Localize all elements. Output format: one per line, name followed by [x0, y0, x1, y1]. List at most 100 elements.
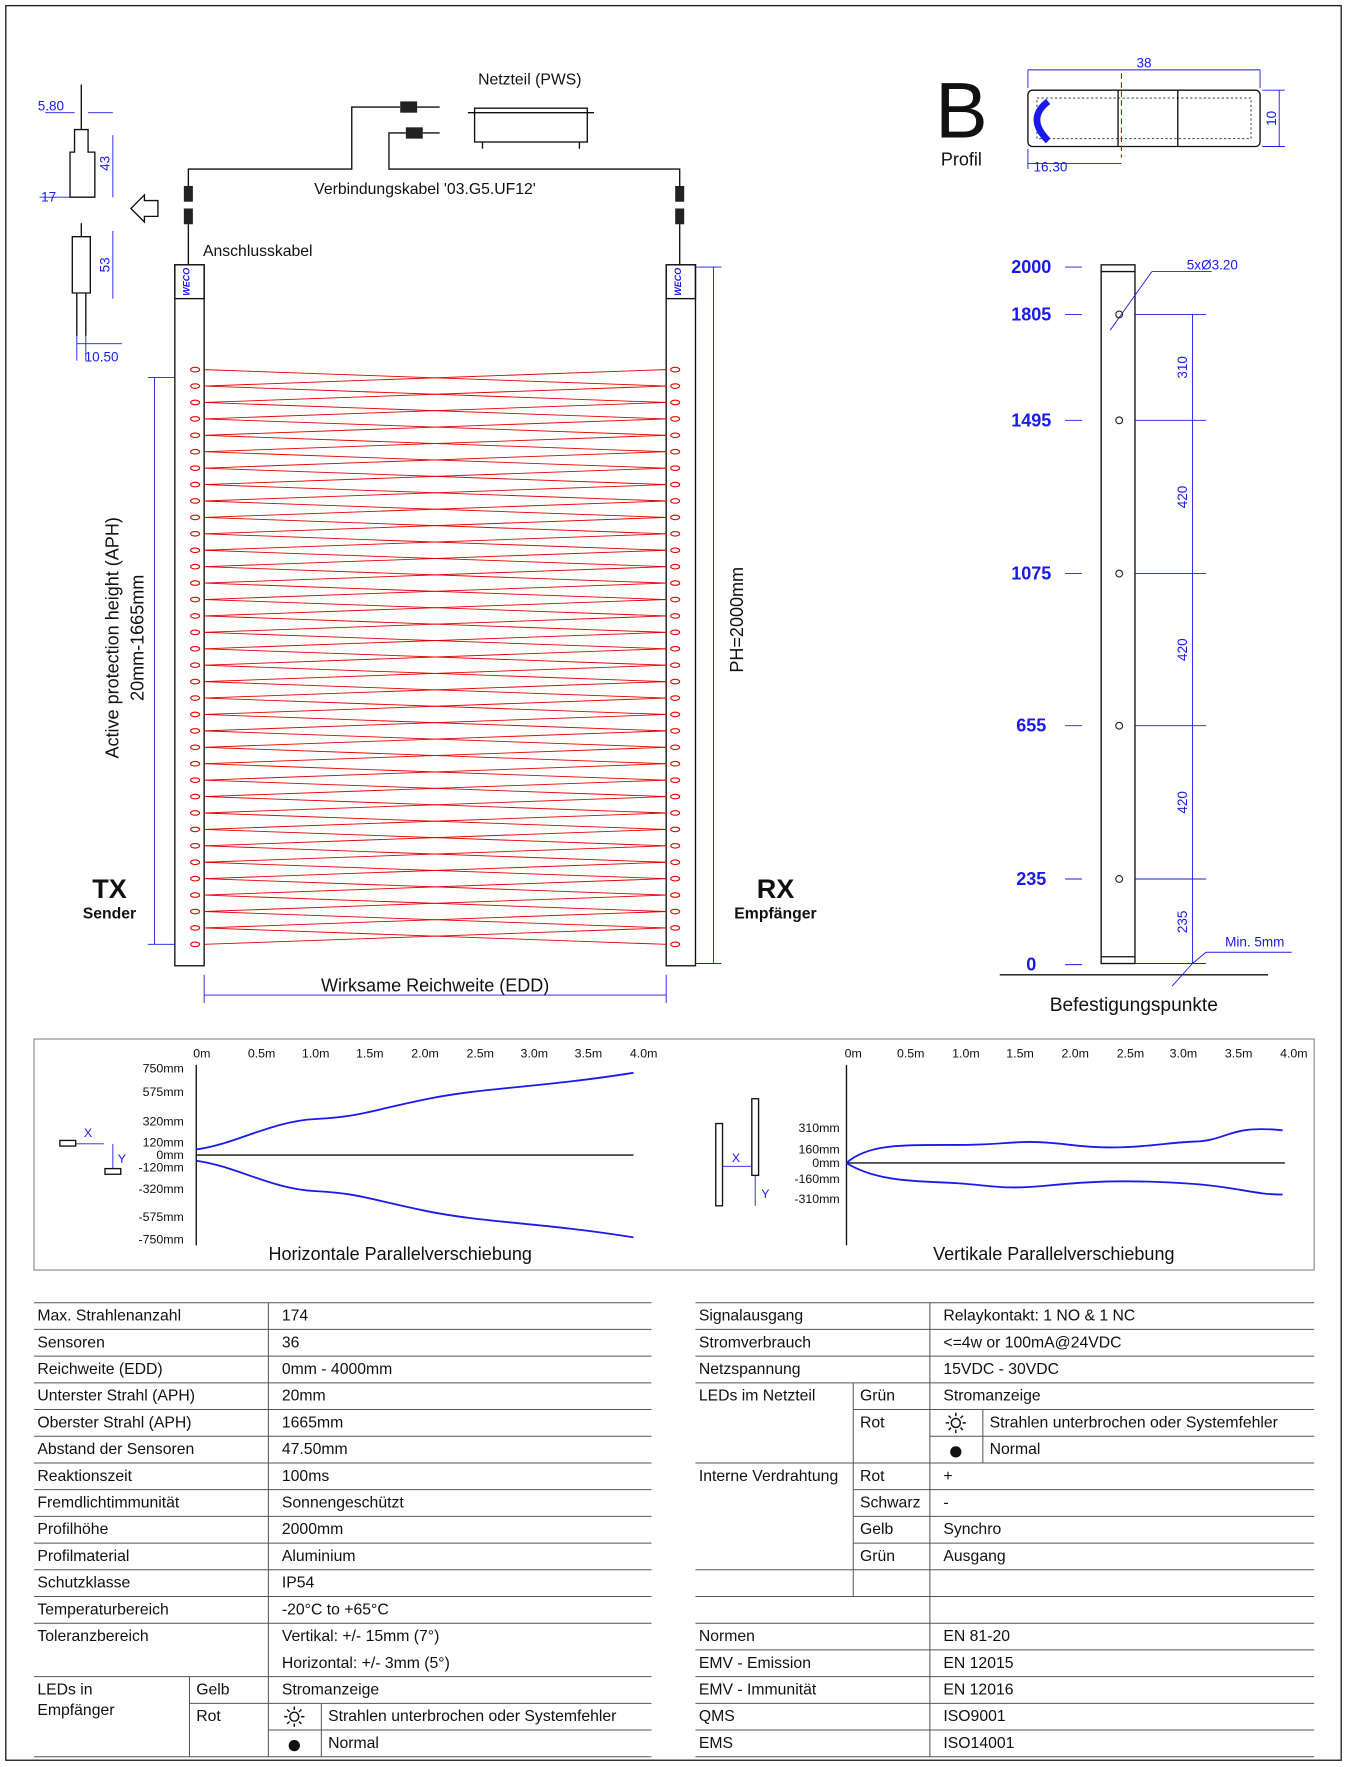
- cell-text: EMV - Emission: [699, 1655, 811, 1672]
- cell-text: Grün: [860, 1388, 895, 1405]
- mounting-title: Befestigungspunkte: [1050, 995, 1218, 1016]
- cell-text: Profilhöhe: [37, 1521, 108, 1538]
- height-label: 655: [1016, 716, 1046, 736]
- dim-label: 10.50: [85, 350, 119, 365]
- x-tick-label: 1.0m: [302, 1047, 330, 1061]
- led: [190, 629, 201, 636]
- led: [670, 383, 681, 389]
- dim-label: 38: [1136, 56, 1151, 71]
- led: [190, 416, 201, 422]
- cell-text: Schwarz: [860, 1495, 921, 1512]
- beam: [204, 467, 667, 486]
- cables: [187, 224, 681, 265]
- hole: [1115, 875, 1124, 883]
- cell-text: IP54: [282, 1575, 315, 1592]
- dim-label: 43: [97, 156, 112, 171]
- cell-text: 15VDC - 30VDC: [943, 1361, 1059, 1378]
- y-tick-label: -120mm: [138, 1160, 183, 1174]
- chart-lines: [59, 1139, 77, 1147]
- led: [670, 695, 681, 701]
- chart-lines: [75, 1143, 114, 1169]
- holes-label: 5xØ3.20: [1187, 257, 1238, 272]
- cell-text: <=4w or 100mA@24VDC: [943, 1334, 1121, 1351]
- cell-text: -: [943, 1495, 948, 1512]
- beam: [204, 648, 667, 666]
- beam: [204, 828, 667, 847]
- led: [190, 514, 201, 521]
- led: [670, 826, 681, 833]
- beam: [204, 779, 667, 798]
- cell-text: Stromanzeige: [943, 1388, 1041, 1405]
- spacing-label: 420: [1175, 638, 1190, 661]
- beam: [204, 697, 667, 715]
- led: [670, 908, 681, 915]
- led: [670, 498, 681, 504]
- mounting-drawing: [1109, 271, 1292, 987]
- light-curtain: [147, 264, 722, 1003]
- connector-sketch: [39, 112, 122, 361]
- x-tick-label: 4.0m: [630, 1047, 658, 1061]
- led: [190, 596, 201, 603]
- cell-text: Max. Strahlenanzahl: [37, 1308, 181, 1325]
- cell-text: EN 12015: [943, 1655, 1013, 1672]
- led: [670, 793, 681, 800]
- cables: [467, 112, 595, 149]
- cell-text: Reichweite (EDD): [37, 1361, 162, 1378]
- connector-sketch: [39, 84, 159, 361]
- led: [670, 760, 681, 767]
- cell-text: Horizontal: +/- 3mm (5°): [282, 1655, 450, 1672]
- led: [670, 416, 681, 422]
- beam: [204, 927, 667, 945]
- cell-text: Normen: [699, 1628, 755, 1645]
- x-tick-label: 1.5m: [356, 1047, 384, 1061]
- cell-text: Ausgang: [943, 1548, 1005, 1565]
- x-tick-label: 0.5m: [897, 1047, 925, 1061]
- cell-text: 2000mm: [282, 1521, 343, 1538]
- cables: [183, 101, 685, 265]
- led: [190, 695, 201, 701]
- beam: [204, 845, 667, 863]
- cell-text: Profilmaterial: [37, 1548, 129, 1565]
- led: [190, 859, 201, 866]
- tx-label: TX: [92, 874, 127, 904]
- height-label: 2000: [1011, 257, 1051, 277]
- x-tick-label: 3.0m: [1170, 1047, 1198, 1061]
- beam: [204, 434, 667, 453]
- light-curtain: [174, 264, 205, 300]
- icon-sun: [298, 1708, 302, 1713]
- beam: [204, 582, 667, 600]
- led: [190, 843, 201, 849]
- chart-title: Horizontale Parallelverschiebung: [269, 1244, 532, 1264]
- x-tick-label: 3.0m: [521, 1047, 549, 1061]
- x-tick-label: 0.5m: [248, 1047, 276, 1061]
- cell-text: EN 81-20: [943, 1628, 1010, 1645]
- height-label: 1805: [1011, 304, 1051, 324]
- dim-label: 5.80: [38, 98, 64, 113]
- cables: [183, 208, 193, 225]
- led: [190, 678, 201, 685]
- cell-text: Rot: [196, 1708, 221, 1725]
- hole: [1115, 416, 1124, 425]
- x-tick-label: 0m: [845, 1047, 862, 1061]
- profile-section: [1027, 69, 1285, 170]
- profile-section: [1033, 98, 1051, 144]
- led: [670, 481, 681, 488]
- led: [670, 925, 681, 931]
- cell-text: Gelb: [196, 1681, 230, 1698]
- y-tick-label: 310mm: [798, 1121, 839, 1135]
- led: [670, 662, 681, 669]
- led: [670, 744, 681, 751]
- led: [190, 465, 201, 471]
- cell-text: Fremdlichtimmunität: [37, 1495, 180, 1512]
- icon-sun: [289, 1711, 300, 1722]
- led: [190, 925, 201, 931]
- power-supply-label: Netzteil (PWS): [478, 72, 581, 89]
- dim-label: 53: [97, 257, 112, 272]
- cell-text: 100ms: [282, 1468, 329, 1485]
- cell-text: +: [943, 1468, 952, 1485]
- led: [670, 399, 681, 406]
- lead-label: Anschlusskabel: [203, 243, 313, 260]
- edd-label: Wirksame Reichweite (EDD): [321, 976, 549, 996]
